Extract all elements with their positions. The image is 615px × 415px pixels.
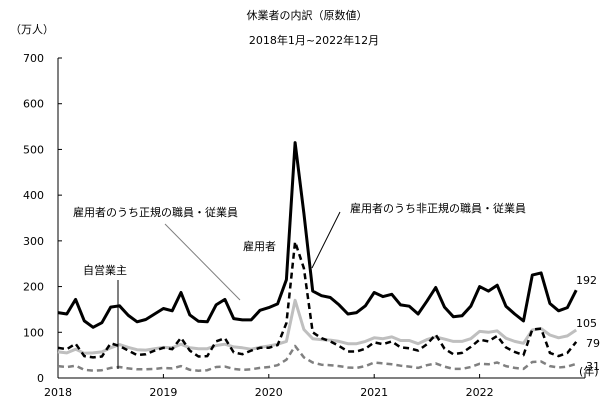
series-label-non-regular: 雇用者のうち非正規の職員・従業員 bbox=[350, 201, 526, 215]
y-tick-label-700: 700 bbox=[23, 52, 44, 65]
end-label-non-regular: 79 bbox=[586, 337, 600, 350]
y-tick-label-500: 500 bbox=[23, 143, 44, 156]
end-label-self-employed: 31 bbox=[586, 360, 600, 373]
axes: 0 100 200 300 400 500 600 700 2018 2019 2020 2021 20… bbox=[23, 52, 586, 399]
x-axis-label: (年) bbox=[579, 364, 599, 378]
series-layer bbox=[57, 141, 578, 372]
y-tick-label-300: 300 bbox=[23, 235, 44, 248]
chart-subtitle: 2018年1月~2022年12月 bbox=[249, 33, 379, 47]
leader-line-non-regular bbox=[311, 211, 341, 269]
chart-title: 休業者の内訳（原数値） bbox=[247, 8, 368, 22]
y-tick-label-100: 100 bbox=[23, 326, 44, 339]
x-tick-label-2019: 2019 bbox=[149, 386, 177, 399]
y-tick-label-600: 600 bbox=[23, 98, 44, 111]
x-tick-label-2018: 2018 bbox=[44, 386, 72, 399]
series-line-0 bbox=[57, 141, 578, 329]
y-tick-label-400: 400 bbox=[23, 189, 44, 202]
end-label-regular: 105 bbox=[576, 317, 597, 330]
x-tick-label-2022: 2022 bbox=[466, 386, 494, 399]
end-label-employees: 192 bbox=[576, 274, 597, 287]
series-line-3 bbox=[57, 344, 577, 372]
series-line-1 bbox=[57, 240, 578, 359]
x-tick-label-2021: 2021 bbox=[360, 386, 388, 399]
x-tick-label-2020: 2020 bbox=[255, 386, 283, 399]
leader-line-regular bbox=[164, 223, 241, 301]
series-label-self-employed: 自営業主 bbox=[83, 263, 127, 277]
series-label-employees: 雇用者 bbox=[243, 239, 276, 253]
series-line-2 bbox=[57, 298, 578, 355]
y-axis-label: （万人） bbox=[10, 23, 54, 36]
y-tick-label-0: 0 bbox=[37, 372, 44, 385]
y-tick-label-200: 200 bbox=[23, 281, 44, 294]
series-label-regular: 雇用者のうち正規の職員・従業員 bbox=[73, 205, 238, 219]
